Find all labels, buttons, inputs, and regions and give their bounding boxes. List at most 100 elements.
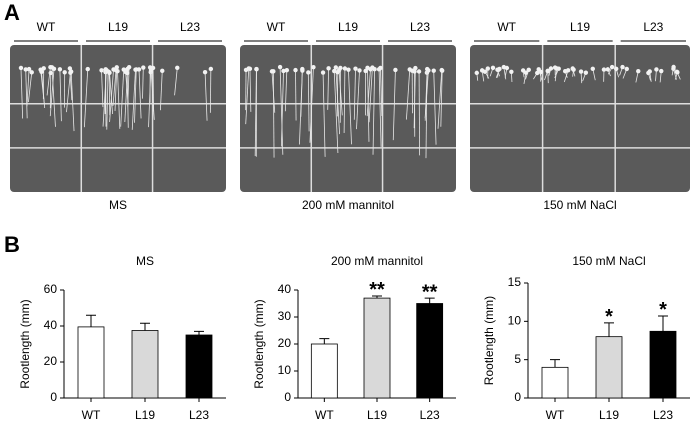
seedling-leaf: [675, 70, 680, 75]
plate-photo: [470, 45, 690, 192]
seedling-leaf: [333, 65, 339, 70]
seedling-leaf: [562, 69, 568, 74]
genotype-label: L23: [643, 20, 663, 34]
seedling-leaf: [202, 69, 208, 75]
genotype-label: L23: [410, 20, 430, 34]
seedling-leaf: [536, 67, 541, 72]
seedling-leaf: [103, 67, 108, 72]
significance-mark: **: [422, 281, 438, 303]
seedling-root: [41, 71, 46, 109]
seedling-root: [418, 71, 421, 156]
seedling-leaf: [114, 65, 119, 70]
seedling-leaf: [545, 69, 551, 74]
y-tick-label: 0: [514, 390, 521, 404]
seedling-root: [114, 67, 118, 111]
seedling-root: [249, 68, 252, 112]
seedling-leaf: [26, 66, 32, 72]
seedling-leaf: [372, 67, 377, 72]
bar: [541, 366, 569, 399]
seedling-leaf: [277, 64, 283, 70]
seedling-leaf: [107, 70, 112, 76]
seedling-leaf: [133, 67, 138, 72]
bar: [131, 330, 159, 399]
seedling-leaf: [148, 67, 154, 73]
bar: [77, 326, 105, 399]
seedling-root: [126, 72, 129, 128]
genotype-label: L19: [570, 20, 590, 34]
seedling-root: [204, 72, 208, 121]
y-tick-label: 15: [508, 275, 522, 289]
seedling-root: [46, 67, 51, 96]
seedling-leaf: [335, 69, 340, 75]
seedling-leaf: [111, 67, 116, 72]
chart-title: 200 mM mannitol: [331, 254, 423, 268]
bar: [363, 297, 391, 399]
seedling-leaf: [99, 68, 104, 73]
seedling-root: [49, 68, 55, 117]
seedling-root: [348, 69, 352, 145]
x-tick-label: L19: [367, 408, 387, 422]
seedling-leaf: [416, 69, 422, 74]
seedling-leaf: [495, 67, 500, 72]
seedling-leaf: [605, 67, 610, 72]
seedling-root: [356, 70, 360, 130]
seedling-root: [138, 69, 142, 119]
seedling-root: [254, 69, 257, 157]
chart-title: 150 mM NaCl: [572, 254, 645, 268]
plate-photo: [240, 45, 456, 192]
error-bar: [194, 330, 204, 335]
seedling-leaf: [306, 70, 311, 75]
seedling-leaf: [535, 70, 540, 76]
error-bar: [424, 297, 435, 304]
seedling-leaf: [23, 67, 28, 72]
seedling-root: [295, 70, 297, 121]
y-tick-label: 40: [278, 282, 292, 296]
seedling-root: [101, 70, 104, 108]
error-bar: [550, 359, 560, 368]
seedling-leaf: [609, 64, 615, 70]
seedling-leaf: [439, 68, 445, 73]
seedling-root: [70, 71, 75, 132]
seedling-root: [309, 67, 314, 143]
seedling-leaf: [284, 67, 290, 73]
seedling-root: [327, 68, 330, 110]
genotype-label: L23: [180, 20, 200, 34]
significance-mark: **: [369, 279, 385, 301]
seedling-root: [26, 69, 30, 107]
seedling-leaf: [548, 66, 554, 71]
seedling-root: [148, 72, 152, 128]
seedling-root: [284, 70, 288, 112]
seedling-leaf: [175, 65, 180, 71]
x-tick-label: L19: [599, 408, 619, 422]
seedling-root: [245, 68, 250, 125]
seedling-leaf: [208, 66, 214, 72]
x-tick-label: WT: [82, 408, 101, 422]
seedling-leaf: [353, 66, 358, 71]
seedling-root: [117, 71, 121, 129]
genotype-label: L19: [338, 20, 358, 34]
seedling-leaf: [409, 68, 415, 73]
plate-photo: [10, 45, 226, 192]
seedling-leaf: [57, 67, 63, 72]
panel-letter: B: [4, 232, 20, 257]
seedling-root: [106, 71, 109, 130]
seedling-root: [372, 69, 376, 155]
seedling-leaf: [647, 69, 652, 74]
seedling-leaf: [39, 69, 44, 74]
seedling-root: [108, 72, 111, 116]
seedling-root: [279, 67, 284, 155]
seedling-root: [424, 69, 428, 121]
seedling-leaf: [520, 68, 526, 73]
seedling-root: [299, 70, 303, 145]
y-tick-label: 0: [284, 390, 291, 404]
seedling-leaf: [671, 64, 676, 70]
error-bar: [658, 315, 668, 332]
seedling-root: [353, 68, 356, 120]
seedling-root: [322, 72, 326, 157]
seedling-root: [51, 67, 56, 127]
seedling-leaf: [413, 65, 418, 71]
seedling-root: [440, 70, 443, 127]
bar: [595, 336, 623, 399]
seedling-root: [66, 72, 71, 113]
seedling-root: [378, 69, 382, 147]
